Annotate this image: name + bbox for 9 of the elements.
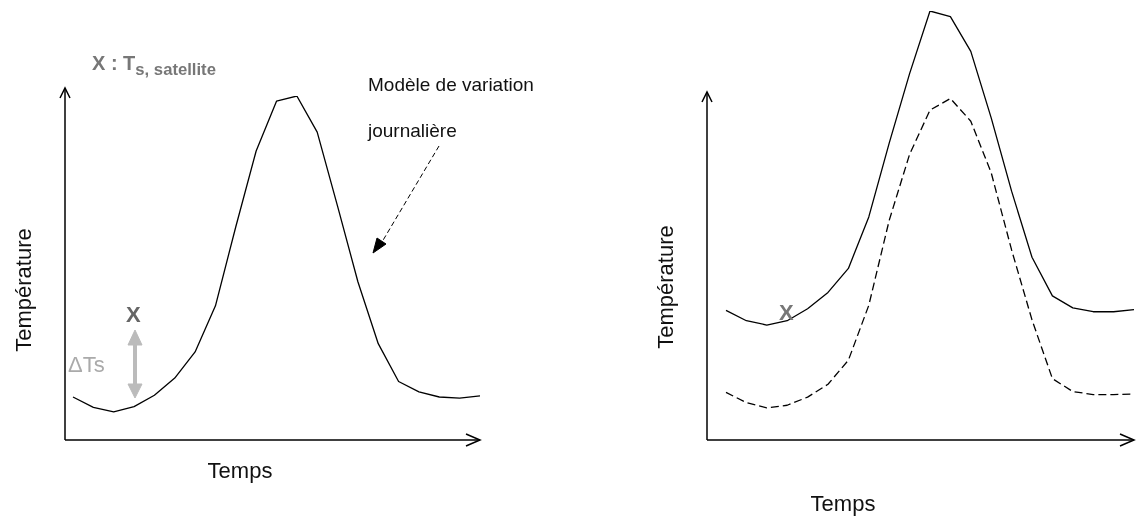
annotation: X: [779, 300, 794, 326]
text: Modèle de variation journalière: [368, 74, 534, 141]
x-axis-title: Temps: [207, 458, 273, 483]
annotation: ΔTs: [68, 352, 105, 378]
x-axis-title: Temps: [810, 491, 876, 516]
y-axis-title: Température: [10, 228, 36, 352]
text: X : T$_{s, satellite}$: [92, 52, 216, 80]
y-axis-title: Température: [652, 225, 678, 349]
annotation: X: [126, 302, 141, 328]
